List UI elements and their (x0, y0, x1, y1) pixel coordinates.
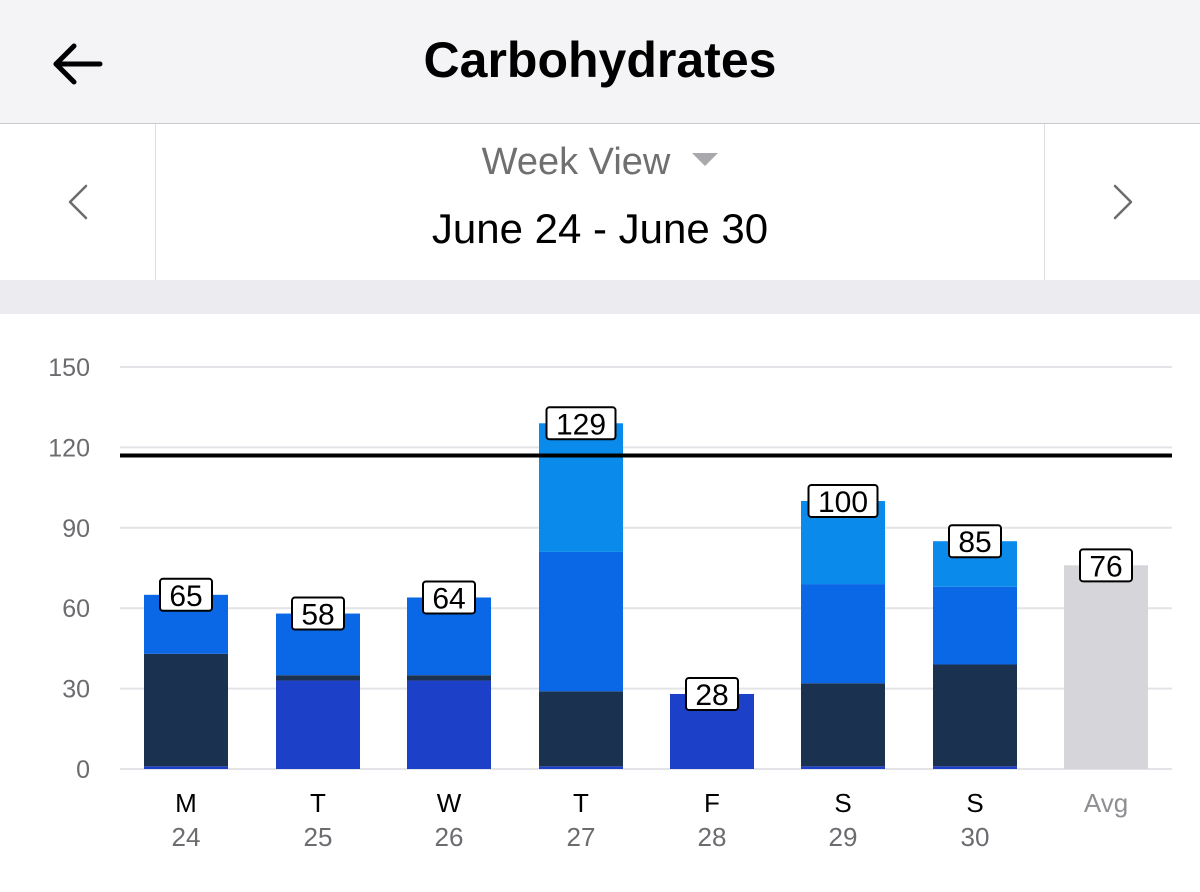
average-bar (1064, 565, 1148, 769)
caret-down-icon (692, 153, 719, 167)
x-date-label: 30 (961, 822, 990, 852)
view-label: Week View (481, 141, 671, 183)
date-center: Week View June 24 - June 30 (156, 124, 1044, 280)
bar-segment (539, 766, 623, 769)
y-tick-label: 150 (48, 354, 90, 382)
bar-value-label: 100 (818, 486, 868, 519)
bar-value-label: 64 (432, 582, 465, 615)
date-navigator: Week View June 24 - June 30 (0, 124, 1200, 280)
bar-segment (933, 586, 1017, 665)
previous-week-button[interactable] (0, 124, 156, 280)
x-date-label: 28 (698, 822, 727, 852)
x-date-label: 29 (829, 822, 858, 852)
bar-segment (539, 691, 623, 767)
carbohydrates-chart: 0 30 60 90 120 150 65 58 64 129 28 100 85 76 M 24 T 25 W 26… (48, 354, 1172, 852)
chevron-left-icon (68, 184, 88, 220)
back-button[interactable] (48, 34, 108, 94)
bar-segment (276, 680, 360, 769)
bar-segment (144, 653, 228, 767)
y-tick-label: 120 (48, 434, 90, 462)
x-date-label: 27 (567, 822, 596, 852)
bar-value-label: 65 (169, 580, 202, 613)
bar-value-label-box (807, 484, 879, 518)
bar-value-label: 28 (695, 679, 728, 712)
next-week-button[interactable] (1044, 124, 1200, 280)
back-arrow-icon (53, 43, 103, 85)
bar-segment (933, 766, 1017, 769)
bar-value-label-box (545, 406, 617, 441)
bar-segment (801, 766, 885, 769)
x-date-label: 24 (172, 822, 201, 852)
bar-value-label: 58 (301, 599, 334, 632)
y-tick-label: 30 (62, 676, 90, 704)
bar-value-label-box (422, 580, 476, 615)
average-value-label-box (1079, 548, 1133, 583)
bar-segment (407, 675, 491, 681)
bar-value-label-box (159, 577, 213, 612)
bar-value-label-box (685, 676, 739, 711)
bar-segment (144, 766, 228, 769)
x-avg-label: Avg (1084, 788, 1128, 818)
bar-segment (539, 423, 623, 552)
x-day-label: F (704, 788, 720, 818)
x-day-label: S (834, 788, 851, 818)
bar-segment (407, 680, 491, 769)
bar-value-label-box (948, 524, 1002, 559)
section-separator (0, 280, 1200, 314)
x-day-label: T (310, 788, 326, 818)
y-tick-label: 90 (62, 515, 90, 543)
page-title: Carbohydrates (423, 32, 777, 88)
view-selector[interactable]: Week View (156, 140, 1044, 184)
x-day-label: W (437, 788, 462, 818)
x-date-label: 26 (435, 822, 464, 852)
bar-value-label: 129 (556, 408, 606, 441)
bar-segment (801, 584, 885, 684)
y-tick-label: 60 (62, 595, 90, 623)
bar-value-label: 85 (958, 526, 991, 559)
bar-segment (801, 683, 885, 767)
x-date-label: 25 (304, 822, 333, 852)
average-value-label: 76 (1089, 550, 1122, 583)
bar-segment (539, 551, 623, 692)
bar-value-label-box (291, 596, 345, 631)
x-day-label: S (966, 788, 983, 818)
chevron-right-icon (1113, 184, 1133, 220)
y-tick-label: 0 (76, 756, 90, 784)
nav-bar: Carbohydrates (0, 0, 1200, 124)
x-day-label: M (175, 788, 197, 818)
bar-segment (933, 664, 1017, 767)
date-range: June 24 - June 30 (431, 205, 769, 252)
x-day-label: T (573, 788, 589, 818)
bar-segment (276, 675, 360, 681)
